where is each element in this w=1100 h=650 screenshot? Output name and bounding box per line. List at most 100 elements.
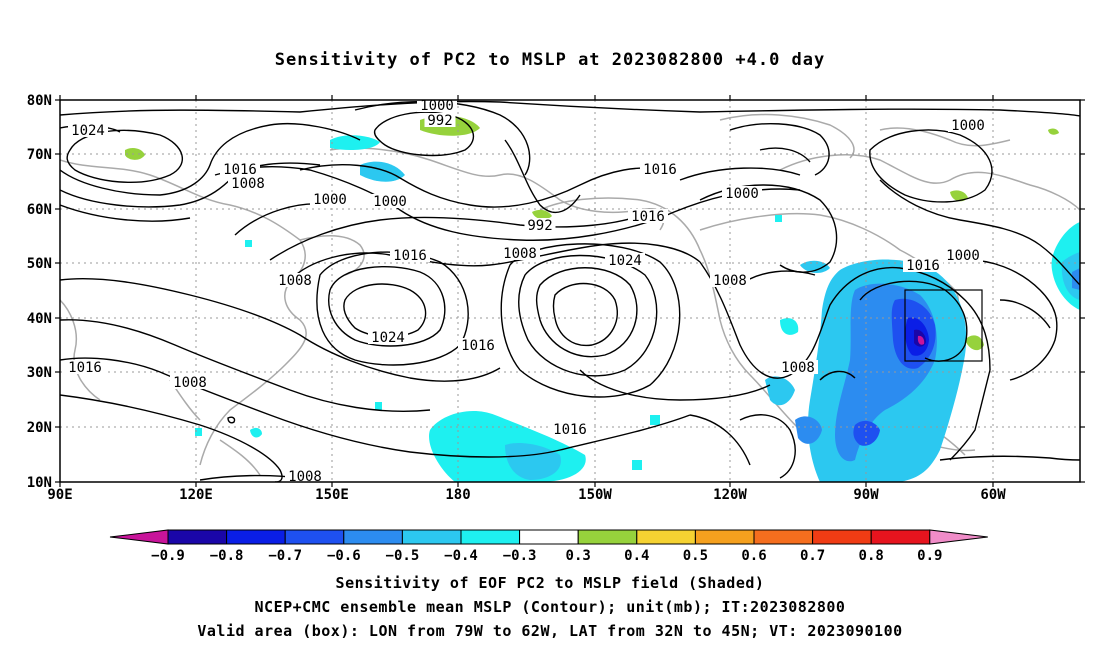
- contour-label: 1024: [71, 123, 105, 139]
- contour-label-bg: [458, 338, 498, 352]
- lon-label: 150E: [315, 487, 349, 503]
- contour-label: 1024: [371, 330, 405, 346]
- lat-label: 50N: [27, 256, 52, 272]
- contour-label-bg: [524, 218, 556, 232]
- colorbar-label: −0.9: [151, 548, 185, 564]
- contour-label-bg: [605, 253, 645, 267]
- colorbar-segment: [577, 529, 638, 545]
- contour-label-bg: [550, 422, 590, 436]
- colorbar-label: −0.4: [444, 548, 478, 564]
- contour-label-bg: [948, 118, 988, 132]
- contour-label-bg: [943, 248, 983, 262]
- colorbar-end-low: [109, 529, 169, 545]
- footer-line-2: NCEP+CMC ensemble mean MSLP (Contour); u…: [254, 598, 846, 616]
- contour-label: 1024: [608, 253, 642, 269]
- footer-line-3: Valid area (box): LON from 79W to 62W, L…: [197, 622, 903, 640]
- contour-label: 1008: [503, 246, 537, 262]
- colorbar-label: 0.5: [683, 548, 708, 564]
- contour-label: 1000: [420, 98, 454, 114]
- contour-label-bg: [628, 209, 668, 223]
- contour-label-bg: [417, 100, 457, 112]
- contour-label-bg: [424, 113, 456, 127]
- colorbar-segment: [401, 529, 462, 545]
- contour-label-bg: [500, 246, 540, 260]
- map-frame: [59, 99, 1081, 483]
- contour-label: 1008: [173, 375, 207, 391]
- contour-label: 992: [427, 113, 452, 129]
- colorbar-label: −0.6: [327, 548, 361, 564]
- lon-label: 120W: [713, 487, 747, 503]
- contour-label: 1008: [713, 273, 747, 289]
- lat-label: 10N: [27, 475, 52, 491]
- contour-label-bg: [285, 469, 325, 482]
- contour-label: 1008: [231, 176, 265, 192]
- lon-label: 150W: [578, 487, 612, 503]
- colorbar-label: 0.8: [859, 548, 884, 564]
- contour-label: 1000: [951, 118, 985, 134]
- latitude-labels: 80N 70N 60N 50N 40N 30N 20N 10N: [27, 93, 52, 491]
- colorbar-segment: [636, 529, 696, 545]
- lat-label: 30N: [27, 365, 52, 381]
- lat-label: 70N: [27, 147, 52, 163]
- contour-label: 1016: [461, 338, 495, 354]
- colorbar-label: −0.8: [210, 548, 244, 564]
- lon-label: 90E: [47, 487, 72, 503]
- contour-label: 1016: [906, 258, 940, 274]
- contour-label-bg: [903, 258, 943, 272]
- contour-label: 1000: [313, 192, 347, 208]
- contour-label-bg: [390, 248, 430, 262]
- chart-title: Sensitivity of PC2 to MSLP at 2023082800…: [274, 50, 826, 70]
- contour-label-bg: [640, 162, 680, 176]
- contour-label-bg: [370, 194, 410, 208]
- contour-label-bg: [778, 360, 818, 374]
- contour-label-bg: [65, 360, 105, 374]
- lat-label: 60N: [27, 202, 52, 218]
- contour-label-bg: [275, 273, 315, 287]
- contour-label: 1008: [288, 469, 322, 485]
- colorbar-label: 0.6: [741, 548, 766, 564]
- colorbar-segment: [812, 529, 872, 545]
- colorbar-segment: [343, 529, 403, 545]
- contour-label: 1000: [725, 186, 759, 202]
- colorbar-segment: [284, 529, 345, 545]
- contour-label: 1016: [643, 162, 677, 178]
- colorbar-label: −0.3: [503, 548, 537, 564]
- valid-area-box: [904, 289, 983, 362]
- contour-label: 1016: [223, 162, 257, 178]
- lat-label: 40N: [27, 311, 52, 327]
- colorbar-label: 0.4: [624, 548, 649, 564]
- colorbar-label: −0.5: [386, 548, 420, 564]
- colorbar-end-high: [929, 529, 988, 545]
- lon-label: 60W: [980, 487, 1006, 503]
- contour-label: 1000: [373, 194, 407, 210]
- contour-label: 1000: [946, 248, 980, 264]
- lat-label: 80N: [27, 93, 52, 109]
- lon-label: 180: [445, 487, 470, 503]
- contour-label: 1016: [68, 360, 102, 376]
- longitude-labels: 90E 120E 150E 180 150W 120W 90W 60W: [47, 487, 1006, 503]
- lat-label: 20N: [27, 420, 52, 436]
- colorbar-label: 0.9: [917, 548, 942, 564]
- contour-label-bg: [722, 186, 762, 200]
- colorbar-label: 0.3: [566, 548, 591, 564]
- colorbar: −0.9 −0.8 −0.7 −0.6 −0.5 −0.4 −0.3 0.3 0.4 0.5 0.6…: [109, 529, 988, 564]
- contour-label-bg: [310, 192, 350, 206]
- colorbar-segment: [226, 529, 286, 545]
- contour-label: 1016: [393, 248, 427, 264]
- colorbar-segment: [460, 529, 521, 545]
- footer-line-1: Sensitivity of EOF PC2 to MSLP field (Sh…: [335, 574, 765, 592]
- contour-label: 1008: [278, 273, 312, 289]
- colorbar-segment: [167, 529, 228, 545]
- contour-label: 1008: [781, 360, 815, 376]
- lon-label: 90W: [853, 487, 879, 503]
- colorbar-segment: [694, 529, 755, 545]
- colorbar-segment: [519, 529, 579, 545]
- contour-label-bg: [710, 273, 750, 287]
- contour-label-bg: [170, 375, 210, 389]
- contour-label-bg: [68, 123, 108, 137]
- contour-label: 992: [527, 218, 552, 234]
- colorbar-label: −0.7: [268, 548, 302, 564]
- colorbar-segment: [753, 529, 814, 545]
